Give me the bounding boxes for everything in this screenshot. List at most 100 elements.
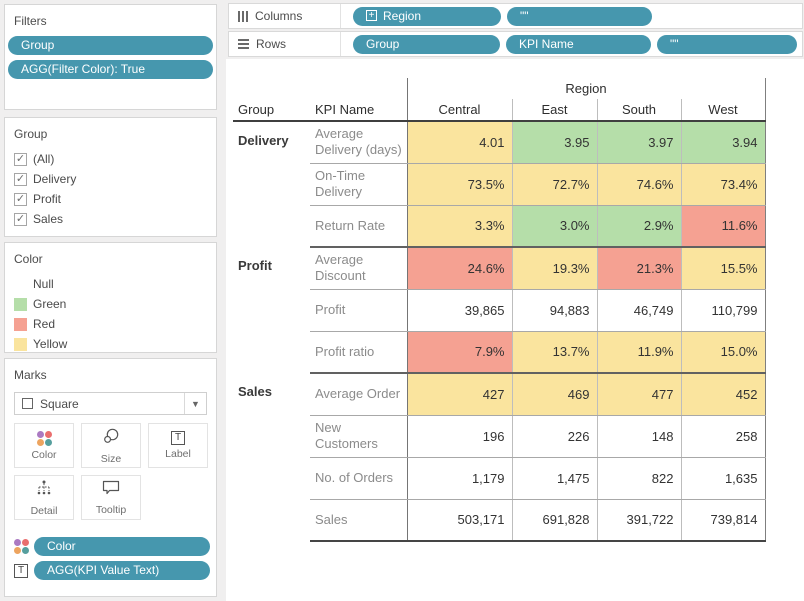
kpi-value-cell[interactable]: 427 (406, 373, 512, 416)
kpi-value-cell[interactable]: 3.97 (596, 121, 681, 164)
kpi-value-cell[interactable]: 3.3% (406, 205, 512, 248)
kpi-value-cell[interactable]: 452 (680, 373, 766, 416)
kpi-value-cell[interactable]: 15.0% (680, 331, 766, 374)
kpi-value-cell[interactable]: 73.4% (680, 163, 766, 206)
kpi-row-header[interactable]: Average Discount (310, 247, 407, 290)
kpi-value-cell[interactable]: 4.01 (406, 121, 512, 164)
kpi-value-cell[interactable]: 469 (511, 373, 597, 416)
columns-shelf-pill[interactable]: + Region (353, 6, 501, 26)
kpi-value-cell[interactable]: 3.0% (511, 205, 597, 248)
kpi-value-cell[interactable]: 15.5% (680, 247, 766, 290)
kpi-name-column-header[interactable]: KPI Name (310, 99, 407, 122)
table-row: Delivery Average Delivery (days) 4.01 3.95 3… (233, 121, 766, 164)
kpi-value-cell[interactable]: 226 (511, 415, 597, 458)
detail-button[interactable]: Detail (14, 475, 74, 520)
kpi-row-header[interactable]: Sales (310, 499, 407, 542)
kpi-value-cell[interactable]: 822 (596, 457, 681, 500)
kpi-value-cell[interactable]: 72.7% (511, 163, 597, 206)
color-legend-item[interactable]: Red (5, 314, 216, 334)
marks-pill[interactable]: Color (34, 537, 210, 556)
group-row-header[interactable]: Delivery (238, 133, 289, 148)
rows-shelf[interactable]: Rows Group KPI Name "" (228, 31, 803, 57)
group-filter-item[interactable]: ✓ (All) (5, 149, 216, 169)
kpi-value-cell[interactable]: 74.6% (596, 163, 681, 206)
kpi-value-cell[interactable]: 11.6% (680, 205, 766, 248)
color-legend-item[interactable]: Green (5, 294, 216, 314)
group-column-header[interactable]: Group (233, 99, 310, 122)
kpi-value-cell[interactable]: 1,475 (511, 457, 597, 500)
kpi-value-cell[interactable]: 148 (596, 415, 681, 458)
columns-shelf-pill[interactable]: "" (507, 6, 652, 26)
kpi-value-cell[interactable]: 7.9% (406, 331, 512, 374)
kpi-row-header[interactable]: Profit (310, 289, 407, 332)
kpi-value-cell[interactable]: 110,799 (680, 289, 766, 332)
kpi-row-header[interactable]: Profit ratio (310, 331, 407, 374)
region-column-header[interactable]: Central (406, 99, 512, 122)
kpi-value-cell[interactable]: 196 (406, 415, 512, 458)
marks-pill-row: Color (13, 537, 210, 556)
region-column-header[interactable]: East (511, 99, 597, 122)
checkbox-icon[interactable]: ✓ (14, 152, 27, 166)
kpi-value-cell[interactable]: 13.7% (511, 331, 597, 374)
marks-pill-row: T AGG(KPI Value Text) (13, 561, 210, 580)
kpi-value-cell[interactable]: 3.95 (511, 121, 597, 164)
size-button[interactable]: Size (81, 423, 141, 468)
tooltip-button[interactable]: Tooltip (81, 475, 141, 520)
kpi-value-cell[interactable]: 94,883 (511, 289, 597, 332)
kpi-value-cell[interactable]: 258 (680, 415, 766, 458)
marks-pill[interactable]: AGG(KPI Value Text) (34, 561, 210, 580)
kpi-value-cell[interactable]: 3.94 (680, 121, 766, 164)
expand-icon[interactable]: + (366, 10, 377, 21)
group-filter-item[interactable]: ✓ Delivery (5, 169, 216, 189)
table-row: No. of Orders 1,179 1,475 822 1,635 (233, 457, 766, 500)
checkbox-icon[interactable]: ✓ (14, 212, 27, 226)
color-button[interactable]: Color (14, 423, 74, 468)
label-button[interactable]: T Label (148, 423, 208, 468)
group-row-header[interactable]: Sales (238, 384, 272, 399)
kpi-value-cell[interactable]: 19.3% (511, 247, 597, 290)
group-filter-item[interactable]: ✓ Profit (5, 189, 216, 209)
filter-pill[interactable]: Group (8, 36, 213, 55)
group-row-header[interactable]: Profit (238, 258, 272, 273)
kpi-value-cell[interactable]: 391,722 (596, 499, 681, 542)
kpi-row-header[interactable]: Return Rate (310, 205, 407, 248)
kpi-value-cell[interactable]: 39,865 (406, 289, 512, 332)
kpi-value-cell[interactable]: 1,635 (680, 457, 766, 500)
mark-type-dropdown[interactable]: Square ▼ (14, 392, 207, 415)
color-legend-item[interactable]: Null (5, 274, 216, 294)
kpi-row-header[interactable]: New Customers (310, 415, 407, 458)
filter-pill[interactable]: AGG(Filter Color): True (8, 60, 213, 79)
checkbox-icon[interactable]: ✓ (14, 172, 27, 186)
color-dots-icon (36, 430, 52, 446)
rows-shelf-pill[interactable]: KPI Name (506, 34, 651, 54)
chevron-down-icon[interactable]: ▼ (184, 393, 206, 414)
kpi-row-header[interactable]: On-Time Delivery (310, 163, 407, 206)
kpi-row-header[interactable]: Average Delivery (days) (310, 121, 407, 164)
kpi-value-cell[interactable]: 24.6% (406, 247, 512, 290)
columns-shelf[interactable]: Columns + Region "" (228, 3, 803, 29)
group-filter-item[interactable]: ✓ Sales (5, 209, 216, 229)
kpi-value-cell[interactable]: 21.3% (596, 247, 681, 290)
table-row: On-Time Delivery 73.5% 72.7% 74.6% 73.4% (233, 163, 766, 206)
region-column-header[interactable]: West (680, 99, 766, 122)
checkbox-icon[interactable]: ✓ (14, 192, 27, 206)
kpi-value-cell[interactable]: 1,179 (406, 457, 512, 500)
region-span-header[interactable]: Region (406, 78, 766, 99)
region-column-header[interactable]: South (596, 99, 681, 122)
rows-shelf-pill[interactable]: Group (353, 34, 500, 54)
group-filter-label: Delivery (33, 172, 77, 186)
group-filter-list: ✓ (All) ✓ Delivery ✓ Profit ✓ Sales (5, 149, 216, 229)
kpi-value-cell[interactable]: 477 (596, 373, 681, 416)
rows-shelf-pill[interactable]: "" (657, 34, 797, 54)
kpi-row-header[interactable]: Average Order (310, 373, 407, 416)
kpi-value-cell[interactable]: 11.9% (596, 331, 681, 374)
kpi-value-cell[interactable]: 739,814 (680, 499, 766, 542)
columns-shelf-label: Columns (255, 9, 303, 23)
kpi-row-header[interactable]: No. of Orders (310, 457, 407, 500)
kpi-value-cell[interactable]: 503,171 (406, 499, 512, 542)
kpi-value-cell[interactable]: 2.9% (596, 205, 681, 248)
kpi-value-cell[interactable]: 73.5% (406, 163, 512, 206)
color-legend-item[interactable]: Yellow (5, 334, 216, 354)
kpi-value-cell[interactable]: 691,828 (511, 499, 597, 542)
kpi-value-cell[interactable]: 46,749 (596, 289, 681, 332)
